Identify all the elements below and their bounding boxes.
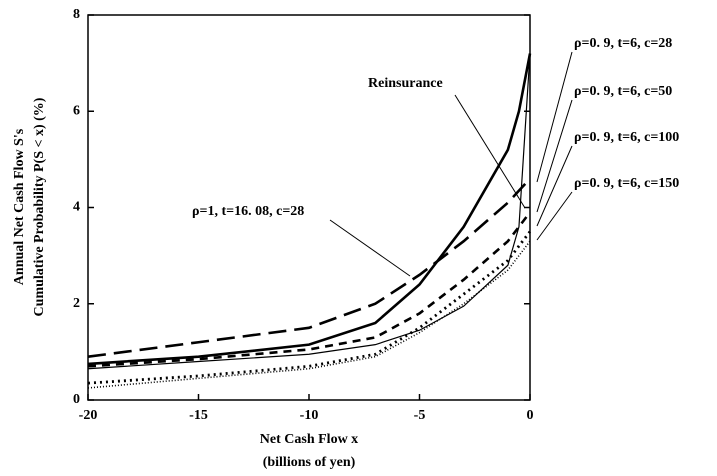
series-line bbox=[87, 53, 532, 366]
leader-line bbox=[536, 145, 573, 227]
y-tick-label: 6 bbox=[73, 103, 80, 118]
series-line bbox=[87, 177, 531, 358]
x-tick-label: -20 bbox=[79, 408, 98, 423]
series-label: ρ=1, t=16. 08, c=28 bbox=[192, 204, 304, 219]
x-tick-label: -15 bbox=[189, 408, 208, 423]
y-tick-label: 2 bbox=[73, 296, 80, 311]
x-tick-label: -5 bbox=[414, 408, 426, 423]
y-tick-label: 8 bbox=[73, 7, 80, 22]
x-tick-label: -10 bbox=[300, 408, 319, 423]
series-line bbox=[87, 240, 531, 389]
leader-line bbox=[536, 51, 573, 183]
y-tick-label: 4 bbox=[73, 200, 80, 215]
series-line bbox=[87, 53, 531, 370]
series-label: ρ=0. 9, t=6, c=100 bbox=[574, 130, 679, 145]
plot-frame bbox=[87, 14, 531, 401]
series-label: ρ=0. 9, t=6, c=150 bbox=[574, 176, 679, 191]
x-axis-label: (billions of yen) bbox=[263, 455, 356, 470]
leader-line bbox=[454, 94, 526, 209]
leader-line bbox=[329, 219, 411, 277]
y-tick-label: 0 bbox=[73, 392, 80, 407]
leader-line bbox=[536, 191, 573, 241]
series-label: ρ=0. 9, t=6, c=28 bbox=[574, 36, 672, 51]
y-axis-label: Annual Net Cash Flow S's bbox=[12, 128, 27, 285]
x-axis-label: Net Cash Flow x bbox=[260, 432, 358, 447]
series-label: ρ=0. 9, t=6, c=50 bbox=[574, 84, 672, 99]
leader-line bbox=[536, 99, 573, 213]
y-axis-label: Cumulative Probability P(S < x) (%) bbox=[32, 97, 47, 316]
series-line bbox=[87, 230, 532, 385]
series-line bbox=[87, 211, 532, 368]
x-tick-label: 0 bbox=[527, 408, 534, 423]
series-label: Reinsurance bbox=[368, 76, 443, 91]
